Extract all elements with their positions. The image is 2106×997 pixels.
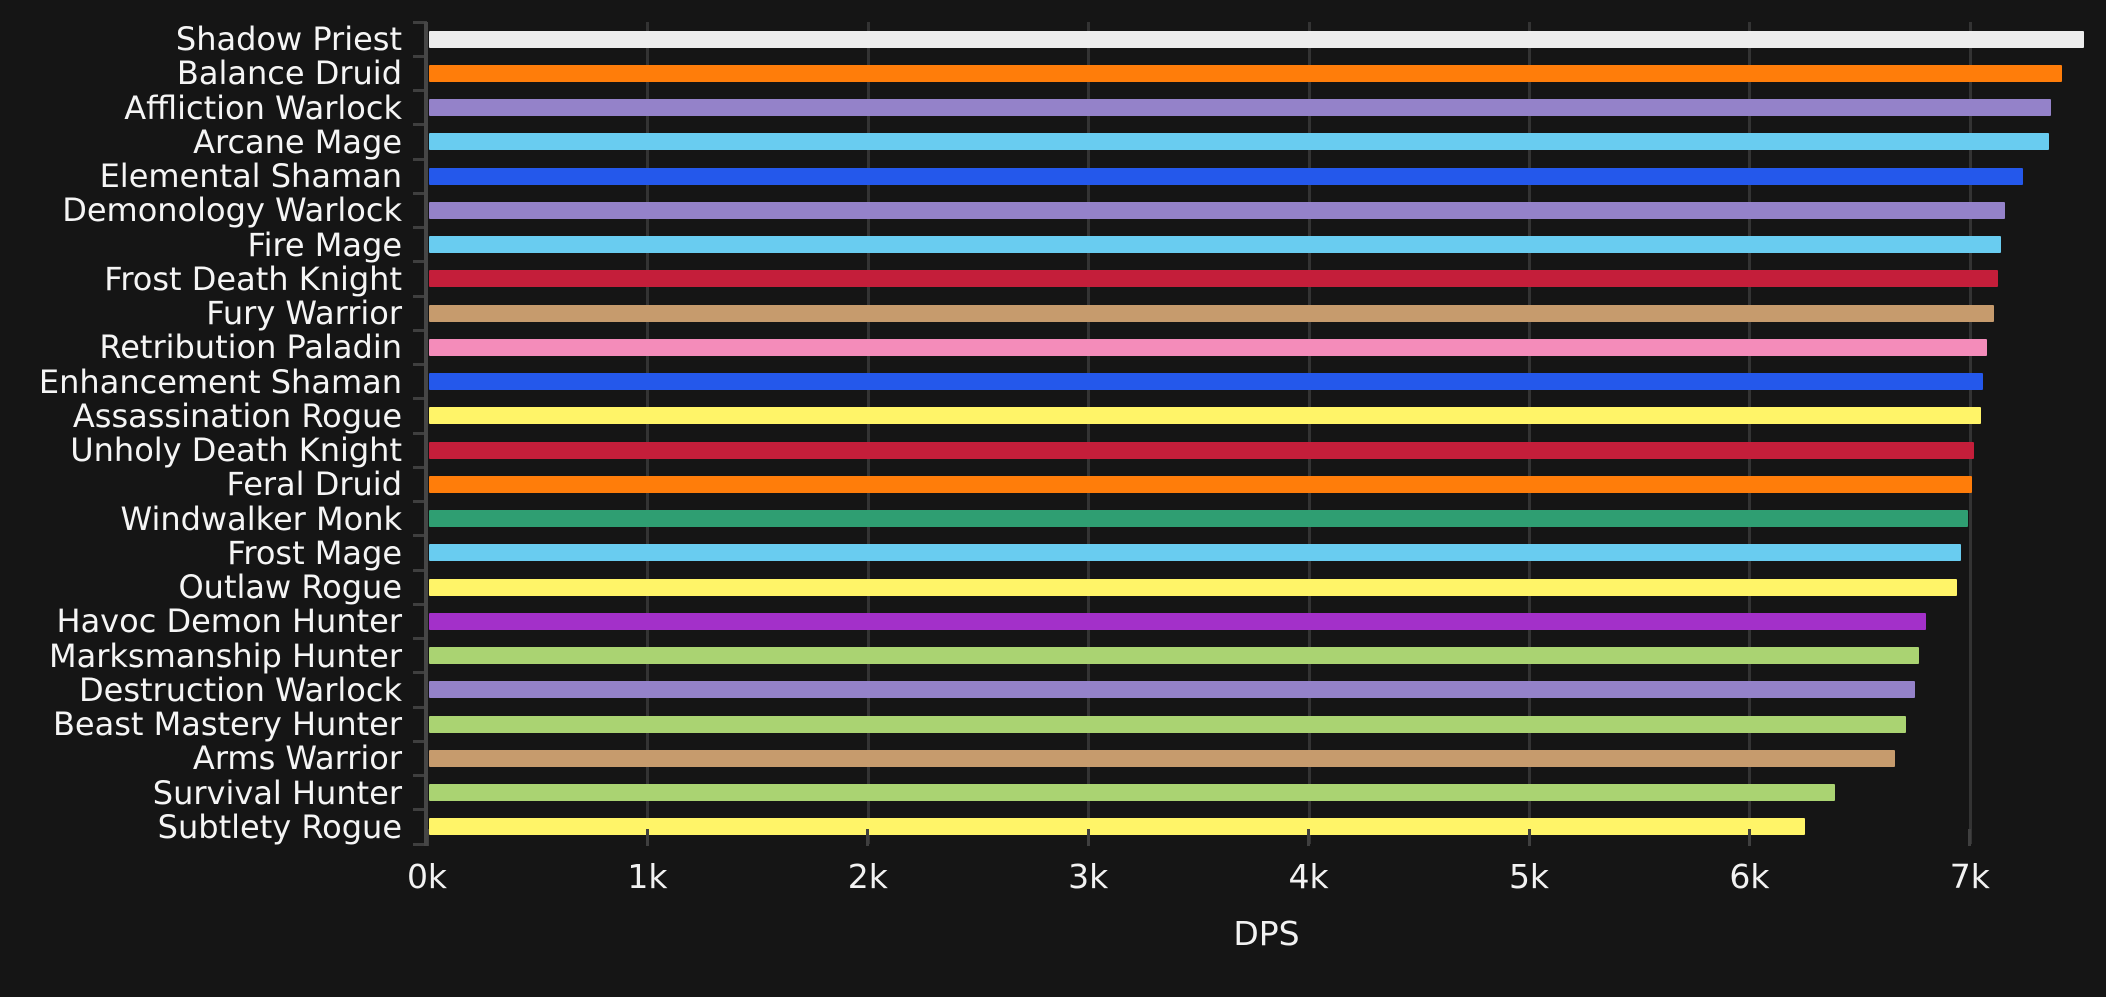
y-axis-line: [424, 22, 428, 846]
y-axis-tick: [413, 637, 427, 640]
y-axis-label: Frost Death Knight: [104, 259, 402, 298]
y-axis-label: Assassination Rogue: [72, 396, 402, 435]
bar-destruction-warlock: [429, 681, 1915, 699]
y-axis-tick: [413, 671, 427, 675]
y-axis-tick: [413, 431, 427, 435]
y-axis-label: Frost Mage: [227, 533, 402, 572]
y-axis-tick: [413, 842, 427, 846]
bar-affliction-warlock: [429, 99, 2052, 117]
y-axis-label: Survival Hunter: [152, 773, 402, 812]
y-axis-tick: [413, 602, 427, 606]
x-tick-label: 6k: [1729, 857, 1770, 896]
y-axis-label: Fury Warrior: [206, 294, 402, 332]
bar-beast-mastery-hunter: [429, 715, 1906, 733]
y-axis-label: Elemental Shaman: [99, 157, 402, 195]
y-axis-label: Arcane Mage: [193, 122, 402, 161]
y-axis-tick: [413, 328, 427, 332]
bar-windwalker-monk: [429, 510, 1968, 528]
y-axis-label: Demonology Warlock: [62, 191, 402, 230]
x-axis-tick-2k: [866, 829, 870, 846]
y-axis-tick: [413, 568, 427, 572]
y-axis-tick: [413, 705, 427, 709]
y-axis-tick: [413, 123, 427, 127]
x-tick-label: 5k: [1508, 857, 1550, 896]
bar-assassination-rogue: [429, 407, 1981, 425]
x-axis-tick-6k: [1747, 829, 1751, 846]
y-axis-tick: [413, 20, 427, 24]
y-axis-label: Beast Mastery Hunter: [52, 705, 402, 743]
bar-outlaw-rogue: [429, 578, 1957, 596]
y-axis-label: Fire Mage: [247, 225, 403, 264]
bar-frost-mage: [429, 544, 1961, 562]
bar-subtlety-rogue: [429, 818, 1805, 836]
y-axis-label: Shadow Priest: [175, 20, 402, 58]
y-axis-label: Retribution Paladin: [99, 328, 402, 367]
y-axis-tick: [413, 363, 427, 366]
y-axis-label: Subtlety Rogue: [157, 807, 402, 846]
y-axis-label: Arms Warrior: [192, 739, 402, 778]
x-axis-title: DPS: [1233, 914, 1300, 953]
gridline-5k: [1528, 22, 1531, 844]
y-axis-tick: [413, 191, 427, 195]
bar-arms-warrior: [429, 749, 1895, 767]
x-tick-label: 7k: [1949, 857, 1990, 896]
gridline-1k: [646, 22, 650, 844]
bar-enhancement-shaman: [429, 373, 1984, 391]
bar-frost-death-knight: [429, 270, 1999, 288]
bar-fire-mage: [429, 236, 2001, 254]
x-axis-tick-3k: [1086, 829, 1090, 846]
bar-retribution-paladin: [429, 338, 1988, 356]
bar-survival-hunter: [429, 784, 1836, 802]
x-tick-label: 0k: [406, 857, 448, 896]
y-axis-label: Affliction Warlock: [124, 88, 402, 127]
y-axis-tick: [413, 89, 427, 92]
gridline-4k: [1307, 22, 1311, 844]
y-axis-label: Destruction Warlock: [79, 670, 402, 709]
y-axis-tick: [413, 294, 427, 298]
bar-balance-druid: [429, 64, 2063, 82]
y-axis-label: Outlaw Rogue: [178, 568, 402, 606]
y-axis-tick: [413, 739, 427, 743]
y-axis-label: Marksmanship Hunter: [49, 636, 402, 675]
bar-havoc-demon-hunter: [429, 612, 1926, 630]
y-axis-tick: [413, 500, 427, 503]
y-axis-label: Windwalker Monk: [120, 499, 403, 538]
y-axis-tick: [413, 54, 427, 58]
y-axis-tick: [413, 465, 427, 469]
gridline-7k: [1968, 22, 1972, 844]
bar-elemental-shaman: [429, 167, 2023, 185]
bar-fury-warrior: [429, 304, 1995, 322]
x-tick-label: 2k: [847, 857, 888, 896]
y-axis-tick: [413, 397, 427, 401]
x-axis-tick-4k: [1307, 829, 1311, 846]
y-axis-tick: [413, 774, 427, 777]
y-axis-label: Feral Druid: [226, 465, 402, 504]
gridline-6k: [1748, 22, 1752, 844]
x-tick-label: 4k: [1288, 857, 1329, 896]
y-axis-tick: [413, 534, 427, 538]
bar-unholy-death-knight: [429, 441, 1975, 459]
gridline-3k: [1087, 22, 1091, 844]
x-axis-tick-1k: [645, 829, 649, 846]
bar-demonology-warlock: [429, 201, 2006, 219]
y-axis-tick: [413, 808, 427, 812]
x-tick-label: 3k: [1068, 857, 1109, 896]
gridline-2k: [866, 22, 870, 844]
bar-feral-druid: [429, 475, 1972, 493]
y-axis-label: Balance Druid: [176, 54, 402, 93]
y-axis-label: Enhancement Shaman: [38, 362, 402, 401]
y-axis-tick: [413, 157, 427, 161]
x-axis-tick-7k: [1968, 829, 1972, 846]
bar-marksmanship-hunter: [429, 647, 1920, 665]
bar-arcane-mage: [429, 133, 2050, 151]
y-axis-label: Unholy Death Knight: [70, 431, 402, 469]
x-axis-tick-5k: [1527, 829, 1531, 846]
y-axis-tick: [413, 260, 427, 264]
bar-shadow-priest: [429, 30, 2085, 48]
y-axis-tick: [413, 226, 427, 229]
y-axis-label: Havoc Demon Hunter: [56, 602, 403, 641]
x-tick-label: 1k: [627, 857, 668, 896]
